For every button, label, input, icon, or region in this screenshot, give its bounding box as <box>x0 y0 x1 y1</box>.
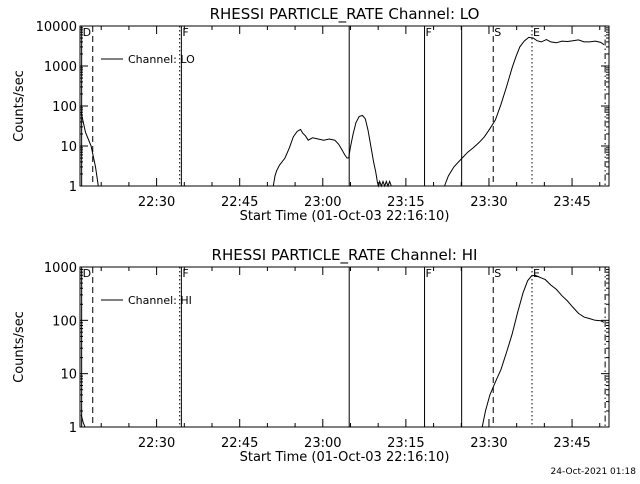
plot-frame <box>79 25 610 187</box>
event-marker-label: F <box>182 26 188 39</box>
chart-title: RHESSI PARTICLE_RATE Channel: LO <box>210 5 480 24</box>
event-marker-label: E <box>533 26 540 39</box>
event-marker-label: D <box>83 26 91 39</box>
y-tick-label: 1 <box>69 421 77 436</box>
series-line <box>80 414 86 428</box>
event-marker-label: F <box>426 267 432 280</box>
x-tick-label: 23:45 <box>553 195 590 210</box>
x-tick-label: 22:30 <box>138 436 175 451</box>
x-tick-label: 23:15 <box>387 436 424 451</box>
event-marker-label: D <box>83 267 91 280</box>
plot-frame <box>79 266 610 428</box>
y-tick-label: 1 <box>69 180 77 195</box>
x-tick-label: 23:00 <box>304 436 341 451</box>
x-tick-label: 23:30 <box>470 195 507 210</box>
chart-title: RHESSI PARTICLE_RATE Channel: HI <box>212 246 478 265</box>
legend-label: Channel: LO <box>128 53 195 66</box>
event-marker-label: E <box>533 267 540 280</box>
y-tick-label: 10 <box>60 140 77 155</box>
y-axis-label: Counts/sec <box>12 311 27 383</box>
event-marker-label: F <box>426 26 432 39</box>
x-tick-label: 22:45 <box>221 436 258 451</box>
y-tick-label: 1000 <box>44 60 77 75</box>
series-line <box>481 274 605 428</box>
x-tick-label: 22:30 <box>138 195 175 210</box>
y-axis-label: Counts/sec <box>12 70 27 142</box>
event-marker-label: S <box>494 267 501 280</box>
lo-channel-panel: RHESSI PARTICLE_RATE Channel: LO 1 10 100 10… <box>12 5 610 224</box>
series-line <box>80 112 99 187</box>
legend-label: Channel: HI <box>128 294 192 307</box>
x-axis-label: Start Time (01-Oct-03 22:16:10) <box>240 450 450 465</box>
x-tick-label: 23:00 <box>304 195 341 210</box>
event-marker-label: S <box>494 26 501 39</box>
x-tick-label: 22:45 <box>221 195 258 210</box>
x-tick-label: 23:15 <box>387 195 424 210</box>
y-tick-label: 10000 <box>36 20 77 35</box>
hi-channel-panel: RHESSI PARTICLE_RATE Channel: HI 1 10 100 10… <box>12 246 610 465</box>
y-tick-label: 1000 <box>44 261 77 276</box>
y-tick-label: 10 <box>60 368 77 383</box>
x-tick-label: 23:30 <box>470 436 507 451</box>
y-tick-label: 100 <box>52 314 77 329</box>
y-tick-label: 100 <box>52 100 77 115</box>
x-axis-label: Start Time (01-Oct-03 22:16:10) <box>240 209 450 224</box>
x-tick-label: 23:45 <box>553 436 590 451</box>
series-line <box>272 114 392 188</box>
footer-timestamp: 24-Oct-2021 01:18 <box>551 467 637 477</box>
event-marker-label: F <box>182 267 188 280</box>
series-line <box>444 36 605 187</box>
